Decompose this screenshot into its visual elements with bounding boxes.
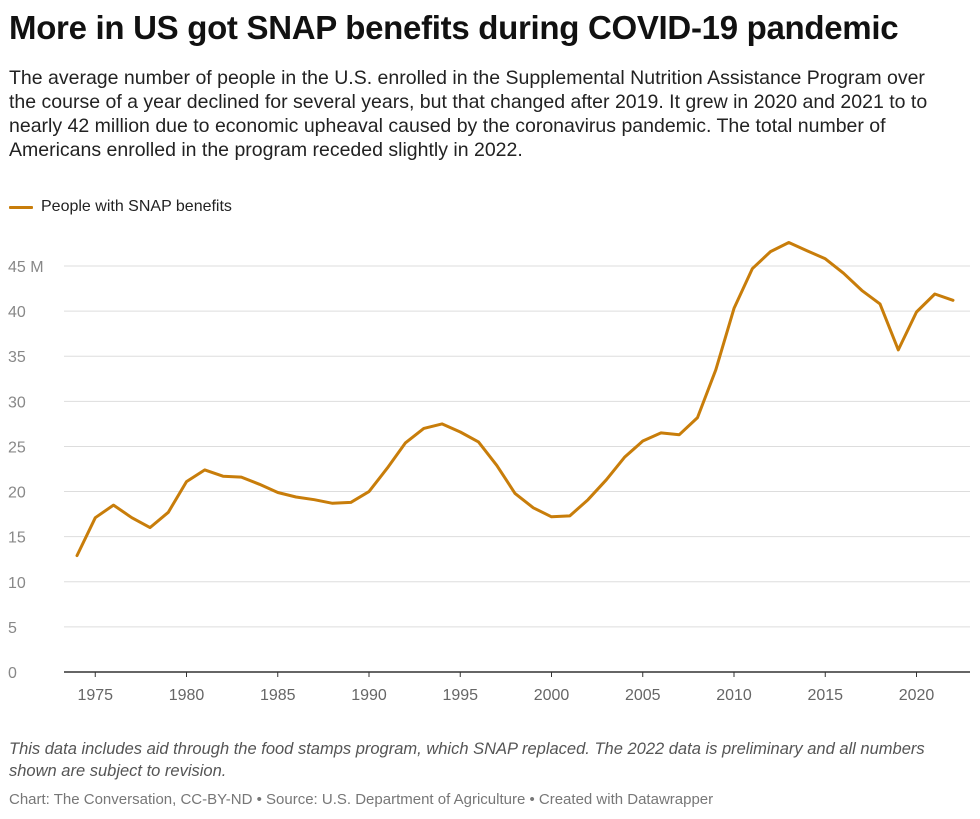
y-tick-label: 30 xyxy=(8,394,26,411)
x-axis-ticks: 1975 1980 1985 1990 1995 2000 2005 2010 2015 2020 xyxy=(77,672,934,704)
x-tick-label: 2020 xyxy=(899,687,935,704)
series-layer xyxy=(75,241,955,558)
x-tick-label: 1990 xyxy=(351,687,387,704)
legend-label: People with SNAP benefits xyxy=(41,198,232,215)
line-chart: 0 5 10 15 20 25 30 35 40 45 M 1975 1980 1985 1990 199… xyxy=(8,241,970,704)
y-tick-label: 5 xyxy=(8,620,17,637)
x-tick-label: 2000 xyxy=(534,687,570,704)
x-tick-label: 2010 xyxy=(716,687,752,704)
y-tick-label: 45 M xyxy=(8,259,44,276)
y-axis-ticks: 0 5 10 15 20 25 30 35 40 45 M xyxy=(8,259,44,682)
y-tick-label: 35 xyxy=(8,349,26,366)
y-tick-label: 0 xyxy=(8,665,17,682)
chart-credit: Chart: The Conversation, CC-BY-ND • Sour… xyxy=(9,791,714,808)
chart-title: More in US got SNAP benefits during COVI… xyxy=(9,9,899,46)
x-tick-label: 2015 xyxy=(807,687,843,704)
x-tick-label: 1975 xyxy=(77,687,113,704)
gridlines xyxy=(64,265,970,673)
chart-description: The average number of people in the U.S.… xyxy=(9,67,928,161)
y-tick-label: 15 xyxy=(8,530,26,547)
y-tick-label: 40 xyxy=(8,304,26,321)
x-tick-label: 1995 xyxy=(442,687,478,704)
chart-notes: This data includes aid through the food … xyxy=(9,740,925,780)
y-tick-label: 10 xyxy=(8,575,26,592)
y-tick-label: 25 xyxy=(8,439,26,456)
y-tick-label: 20 xyxy=(8,485,26,502)
legend-swatch xyxy=(9,205,33,209)
legend: People with SNAP benefits xyxy=(9,196,232,218)
x-tick-label: 2005 xyxy=(625,687,661,704)
series-line-snap-benefits xyxy=(75,241,955,558)
x-tick-label: 1980 xyxy=(169,687,205,704)
x-tick-label: 1985 xyxy=(260,687,296,704)
